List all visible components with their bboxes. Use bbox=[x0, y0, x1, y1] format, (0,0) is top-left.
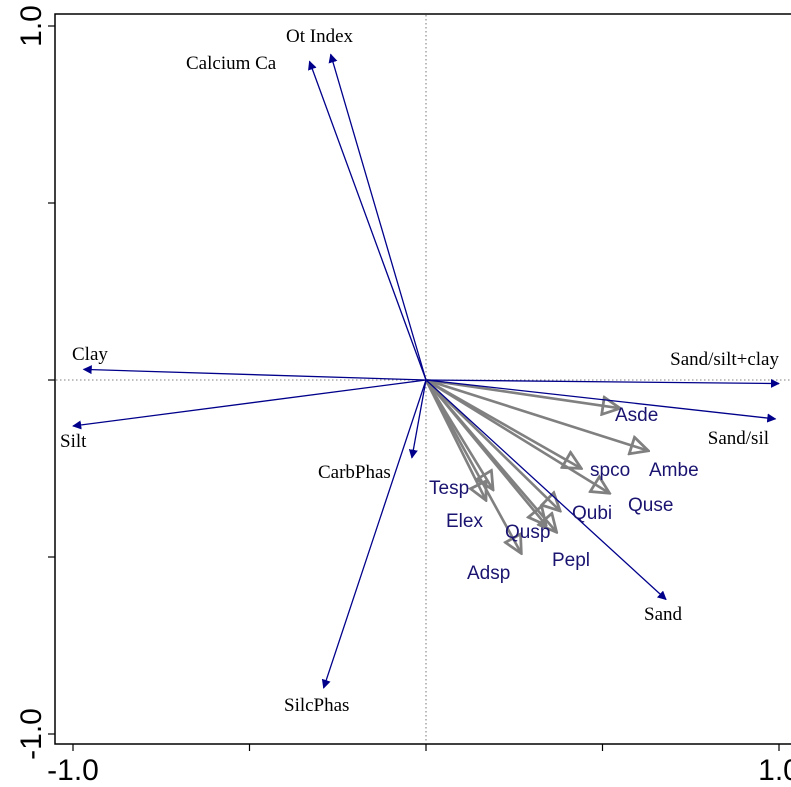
env-label-clay: Clay bbox=[72, 344, 108, 365]
environment-arrows bbox=[72, 53, 780, 689]
env-arrow-sand-silt-clay bbox=[425, 378, 780, 389]
env-label-sand-silt-clay: Sand/silt+clay bbox=[670, 349, 779, 370]
plot-frame bbox=[54, 13, 791, 745]
ticks-layer: -1.0 1.0 1.0 -1.0 bbox=[15, 5, 791, 787]
env-arrow-silt bbox=[72, 379, 427, 430]
y-tick-label: 1.0 bbox=[15, 5, 48, 47]
species-label-pepl: Pepl bbox=[552, 550, 590, 571]
x-tick-label: 1.0 bbox=[758, 754, 791, 787]
species-arrow-pepl bbox=[425, 379, 557, 532]
species-arrow-adsp bbox=[424, 379, 521, 553]
x-tick-label: -1.0 bbox=[47, 754, 99, 787]
species-label-qubi: Qubi bbox=[572, 503, 612, 524]
zero-lines bbox=[56, 15, 791, 743]
env-label-calcium-ca: Calcium Ca bbox=[186, 53, 277, 74]
species-label-qusp: Qusp bbox=[505, 522, 550, 543]
species-label-spco: spco bbox=[590, 460, 630, 481]
species-arrow-qubi bbox=[425, 379, 560, 511]
env-label-sand: Sand bbox=[644, 604, 683, 625]
species-arrow-quse bbox=[425, 378, 610, 493]
env-label-silt: Silt bbox=[60, 431, 87, 452]
species-label-ambe: Ambe bbox=[649, 460, 699, 481]
species-label-asde: Asde bbox=[615, 405, 658, 426]
species-label-adsp: Adsp bbox=[467, 563, 510, 584]
env-label-sand-sil: Sand/sil bbox=[708, 428, 769, 449]
env-arrow-ot-index bbox=[328, 53, 427, 381]
env-arrow-clay bbox=[82, 365, 427, 381]
species-label-elex: Elex bbox=[446, 511, 483, 532]
env-label-ot-index: Ot Index bbox=[286, 26, 354, 47]
env-label-carbphas: CarbPhas bbox=[318, 462, 391, 483]
env-arrow-sand-sil bbox=[425, 379, 777, 423]
env-arrow-carbphas bbox=[408, 379, 427, 459]
species-arrows bbox=[424, 378, 648, 553]
env-arrow-calcium-ca bbox=[308, 60, 427, 381]
env-arrow-sand bbox=[425, 379, 667, 601]
env-arrow-silcphas bbox=[321, 379, 427, 689]
species-label-quse: Quse bbox=[628, 495, 673, 516]
species-label-tesp: Tesp bbox=[429, 478, 469, 499]
species-arrow-asde bbox=[425, 378, 620, 408]
species-arrow-ambe bbox=[425, 378, 648, 451]
env-label-silcphas: SilcPhas bbox=[284, 695, 349, 716]
y-tick-label: -1.0 bbox=[15, 708, 48, 760]
arrow-labels: Calcium Ca Ot Index Clay Silt Sand/silt+clay… bbox=[60, 26, 779, 716]
